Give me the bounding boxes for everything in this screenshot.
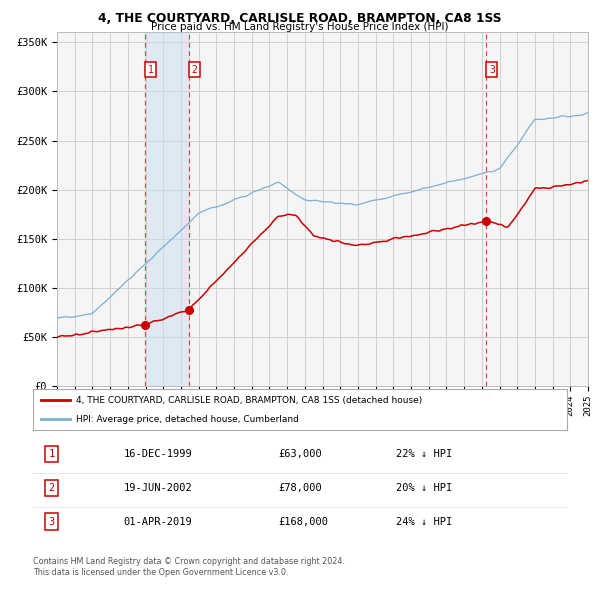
- Text: 20% ↓ HPI: 20% ↓ HPI: [396, 483, 452, 493]
- Text: Contains HM Land Registry data © Crown copyright and database right 2024.: Contains HM Land Registry data © Crown c…: [33, 557, 345, 566]
- Text: 19-JUN-2002: 19-JUN-2002: [124, 483, 193, 493]
- Text: 2: 2: [191, 65, 197, 74]
- Text: HPI: Average price, detached house, Cumberland: HPI: Average price, detached house, Cumb…: [76, 415, 299, 424]
- Text: 3: 3: [489, 65, 495, 74]
- Text: 1: 1: [148, 65, 154, 74]
- Text: This data is licensed under the Open Government Licence v3.0.: This data is licensed under the Open Gov…: [33, 568, 289, 576]
- Text: 24% ↓ HPI: 24% ↓ HPI: [396, 517, 452, 526]
- Text: 4, THE COURTYARD, CARLISLE ROAD, BRAMPTON, CA8 1SS (detached house): 4, THE COURTYARD, CARLISLE ROAD, BRAMPTO…: [76, 396, 422, 405]
- Text: 3: 3: [49, 517, 55, 526]
- Text: £168,000: £168,000: [278, 517, 329, 526]
- Bar: [145, 32, 189, 386]
- Text: 4, THE COURTYARD, CARLISLE ROAD, BRAMPTON, CA8 1SS: 4, THE COURTYARD, CARLISLE ROAD, BRAMPTO…: [98, 12, 502, 25]
- Text: 22% ↓ HPI: 22% ↓ HPI: [396, 450, 452, 459]
- Text: £63,000: £63,000: [278, 450, 322, 459]
- Text: 16-DEC-1999: 16-DEC-1999: [124, 450, 193, 459]
- Text: 1: 1: [49, 450, 55, 459]
- Text: £78,000: £78,000: [278, 483, 322, 493]
- Text: 01-APR-2019: 01-APR-2019: [124, 517, 193, 526]
- Text: 2: 2: [49, 483, 55, 493]
- Text: Price paid vs. HM Land Registry's House Price Index (HPI): Price paid vs. HM Land Registry's House …: [151, 22, 449, 32]
